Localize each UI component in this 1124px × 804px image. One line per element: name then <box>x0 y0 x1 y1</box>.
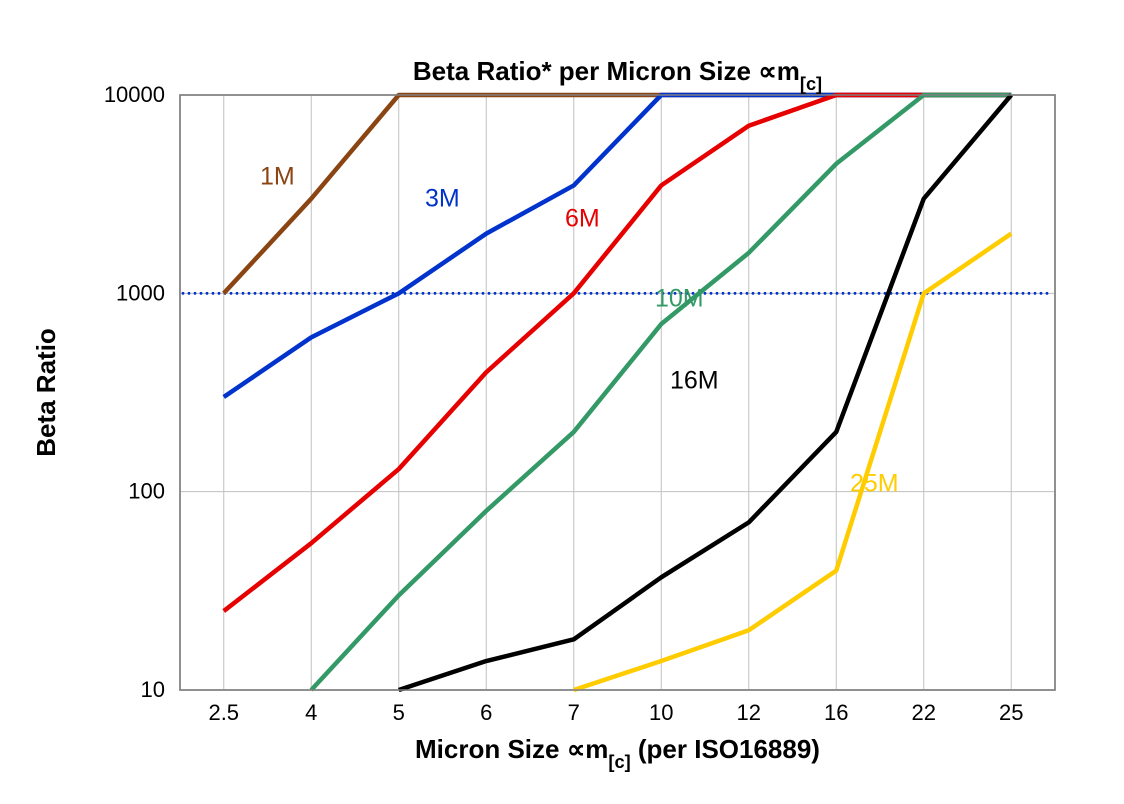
series-label-3M: 3M <box>425 185 460 213</box>
x-tick-label: 25 <box>999 700 1023 725</box>
x-tick-label: 6 <box>480 700 492 725</box>
x-tick-label: 7 <box>568 700 580 725</box>
y-tick-label: 1000 <box>116 280 165 305</box>
y-tick-label: 10 <box>141 677 165 702</box>
series-label-6M: 6M <box>565 205 600 233</box>
x-tick-label: 4 <box>305 700 317 725</box>
series-label-10M: 10M <box>655 285 704 313</box>
y-axis-label: Beta Ratio <box>31 328 61 457</box>
y-tick-label: 100 <box>128 479 165 504</box>
x-tick-label: 2.5 <box>208 700 239 725</box>
series-label-1M: 1M <box>260 163 295 191</box>
chart-canvas: 1M 3M 6M 10M 16M 25M 2.5 4 5 6 7 10 12 16 22 25 10 100 100… <box>0 0 1124 804</box>
series-label-25M: 25M <box>850 470 899 498</box>
x-tick-label: 22 <box>912 700 936 725</box>
x-tick-label: 5 <box>393 700 405 725</box>
y-tick-label: 10000 <box>104 82 165 107</box>
x-tick-label: 12 <box>737 700 761 725</box>
x-tick-label: 10 <box>649 700 673 725</box>
series-label-16M: 16M <box>670 367 719 395</box>
beta-ratio-chart: 1M 3M 6M 10M 16M 25M 2.5 4 5 6 7 10 12 16 22 25 10 100 100… <box>0 0 1124 804</box>
x-tick-label: 16 <box>824 700 848 725</box>
